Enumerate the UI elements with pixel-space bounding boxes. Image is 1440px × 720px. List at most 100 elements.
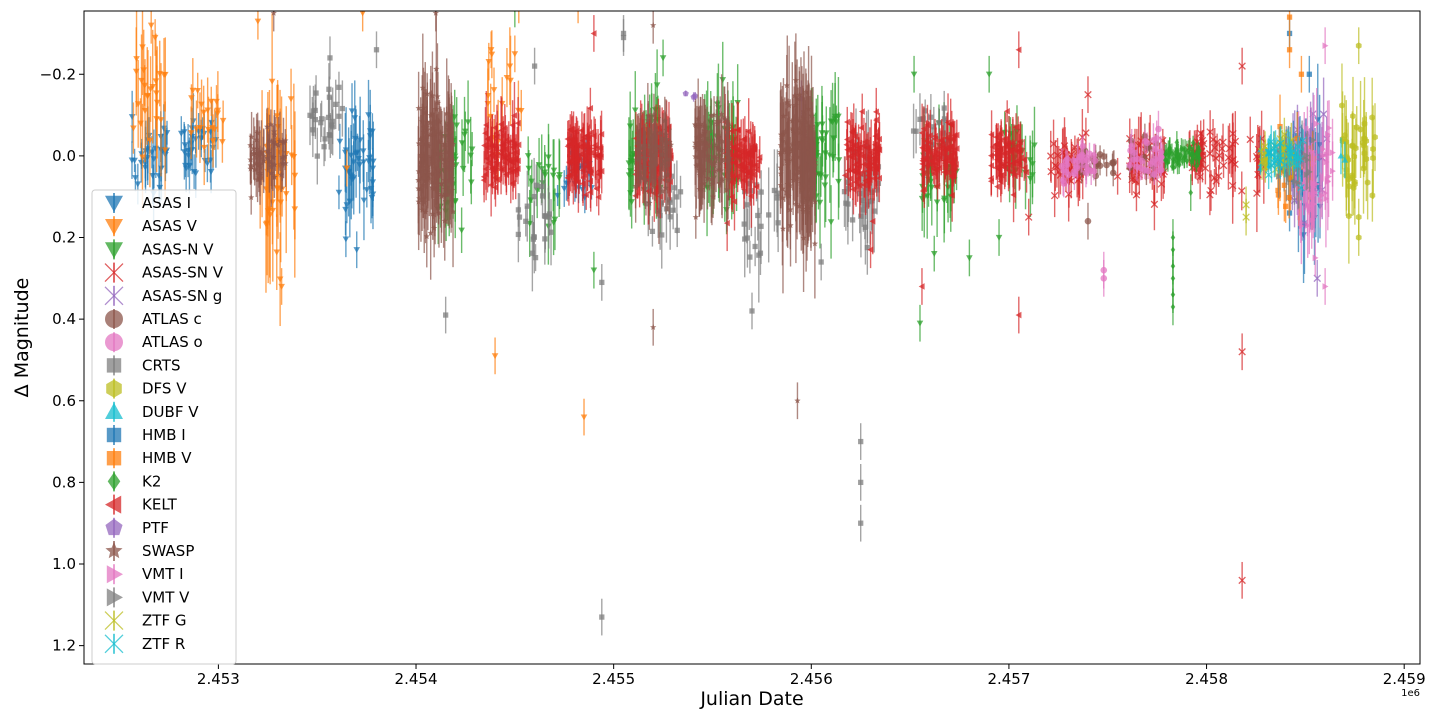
legend-asas-sn-v-label: ASAS-SN V bbox=[142, 264, 224, 282]
series-hmb-v-point bbox=[1298, 71, 1305, 77]
series-swasp-point bbox=[811, 198, 819, 205]
series-crts-point bbox=[913, 128, 919, 134]
series-kelt-point bbox=[593, 185, 600, 192]
series-kelt-point bbox=[570, 171, 577, 178]
series-crts-point bbox=[532, 254, 539, 261]
series-swasp-point bbox=[808, 125, 815, 132]
series-crts-point bbox=[818, 259, 824, 265]
series-kelt-point bbox=[866, 176, 873, 184]
series-asas-i-point bbox=[356, 137, 364, 144]
series-crts-point bbox=[752, 243, 758, 250]
series-swasp-point bbox=[637, 142, 644, 149]
legend-asas-i-label: ASAS I bbox=[142, 194, 191, 212]
series-asas-i-point bbox=[342, 236, 350, 243]
series-vmt-v-point bbox=[1303, 171, 1310, 178]
series-asas-n-v-point bbox=[545, 163, 552, 170]
series-swasp-point bbox=[265, 149, 273, 156]
series-asas-v-point bbox=[147, 86, 154, 93]
x-tick-label: 2.458 bbox=[1185, 670, 1228, 688]
series-kelt-point bbox=[499, 132, 506, 140]
series-kelt-point bbox=[1013, 157, 1020, 165]
series-swasp-point bbox=[697, 136, 704, 143]
series-atlas-o-point bbox=[1087, 167, 1095, 175]
series-swasp-point bbox=[427, 119, 434, 126]
series-kelt-point bbox=[588, 129, 594, 136]
series-kelt-point bbox=[728, 193, 735, 201]
series-kelt-point bbox=[871, 163, 878, 171]
series-vmt-v-point bbox=[1275, 173, 1282, 180]
series-asas-sn-v-point bbox=[1238, 576, 1246, 585]
series-kelt-point bbox=[869, 217, 876, 225]
series-swasp-point bbox=[655, 208, 663, 215]
series-asas-v-point bbox=[291, 206, 299, 213]
x-tick-label: 2.453 bbox=[197, 670, 240, 688]
series-kelt-point bbox=[993, 147, 1000, 155]
series-asas-n-v-point bbox=[464, 119, 472, 126]
series-crts-point bbox=[336, 84, 342, 90]
series-vmt-i-point bbox=[1322, 189, 1329, 197]
series-crts-point bbox=[327, 55, 333, 61]
series-asas-n-v-point bbox=[930, 250, 938, 257]
series-swasp-point bbox=[721, 114, 728, 121]
series-asas-n-v-point bbox=[555, 175, 563, 182]
series-kelt-point bbox=[859, 153, 866, 160]
series-swasp-point bbox=[806, 186, 814, 193]
series-asas-v-point bbox=[152, 78, 160, 85]
series-vmt-i-point bbox=[1306, 205, 1313, 213]
series-kelt-point bbox=[927, 138, 933, 146]
legend-asas-v-marker bbox=[105, 219, 123, 236]
series-dubf-v-point bbox=[1341, 156, 1349, 163]
series-asas-v-point bbox=[188, 95, 195, 102]
legend-hmb-v-marker bbox=[106, 451, 122, 466]
series-kelt-point bbox=[850, 186, 857, 193]
series-crts-point bbox=[775, 220, 781, 226]
series-kelt-point bbox=[867, 246, 874, 254]
series-asas-v-point bbox=[198, 101, 205, 108]
series-asas-v-point bbox=[580, 414, 588, 421]
series-swasp-point bbox=[426, 175, 433, 182]
legend-dfs-v-marker bbox=[106, 379, 122, 398]
series-crts-point bbox=[747, 254, 753, 260]
series-atlas-o-point bbox=[1157, 148, 1165, 156]
series-crts-point bbox=[677, 189, 684, 195]
series-atlas-o-point bbox=[1060, 166, 1067, 174]
series-asas-i-point bbox=[336, 138, 344, 145]
series-asas-n-v-point bbox=[1029, 172, 1036, 179]
series-crts-point bbox=[321, 144, 327, 150]
series-kelt-point bbox=[946, 152, 953, 160]
series-crts-point bbox=[858, 438, 864, 445]
series-asas-sn-v-point bbox=[1024, 213, 1033, 221]
series-asas-i-point bbox=[363, 187, 371, 194]
series-k2-point bbox=[1191, 153, 1196, 161]
series-kelt-point bbox=[858, 108, 865, 115]
series-kelt-point bbox=[989, 143, 996, 151]
series-crts-point bbox=[744, 202, 750, 208]
series-swasp-point bbox=[270, 138, 277, 145]
series-atlas-o-point bbox=[1153, 160, 1161, 168]
series-kelt-point bbox=[497, 166, 504, 174]
series-atlas-o-point bbox=[1062, 157, 1070, 165]
series-asas-sn-v-point bbox=[1238, 62, 1246, 70]
series-kelt-point bbox=[953, 131, 960, 139]
series-hmb-v-point bbox=[1287, 175, 1294, 181]
series-hmb-v-point bbox=[1286, 47, 1293, 53]
legend-ztf-g-marker bbox=[104, 611, 124, 631]
series-atlas-o-point bbox=[1074, 157, 1081, 164]
series-kelt-point bbox=[854, 168, 861, 176]
series-kelt-point bbox=[480, 173, 487, 181]
series-swasp-point bbox=[446, 128, 454, 135]
series-kelt-point bbox=[582, 191, 589, 199]
series-crts-point bbox=[531, 193, 537, 200]
series-k2-point bbox=[1174, 139, 1180, 146]
series-asas-n-v-point bbox=[458, 227, 465, 234]
y-tick-label: 0.2 bbox=[52, 229, 76, 247]
series-vmt-v-point bbox=[1291, 178, 1298, 186]
series-kelt-point bbox=[843, 141, 850, 149]
series-atlas-o-point bbox=[1100, 275, 1108, 282]
series-atlas-o-point bbox=[1143, 139, 1151, 147]
series-ztf-r-point bbox=[1266, 148, 1275, 157]
series-asas-n-v-point bbox=[835, 157, 843, 164]
legend-dfs-v-label: DFS V bbox=[142, 380, 187, 398]
series-k2-point bbox=[1171, 164, 1176, 171]
series-swasp-point bbox=[449, 208, 457, 215]
